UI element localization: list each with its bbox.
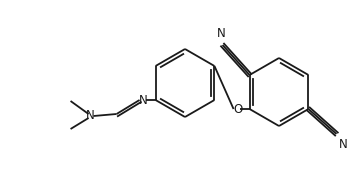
Text: N: N — [338, 138, 347, 151]
Text: N: N — [217, 27, 226, 40]
Text: N: N — [86, 109, 95, 122]
Text: N: N — [139, 93, 148, 107]
Text: O: O — [233, 102, 242, 116]
